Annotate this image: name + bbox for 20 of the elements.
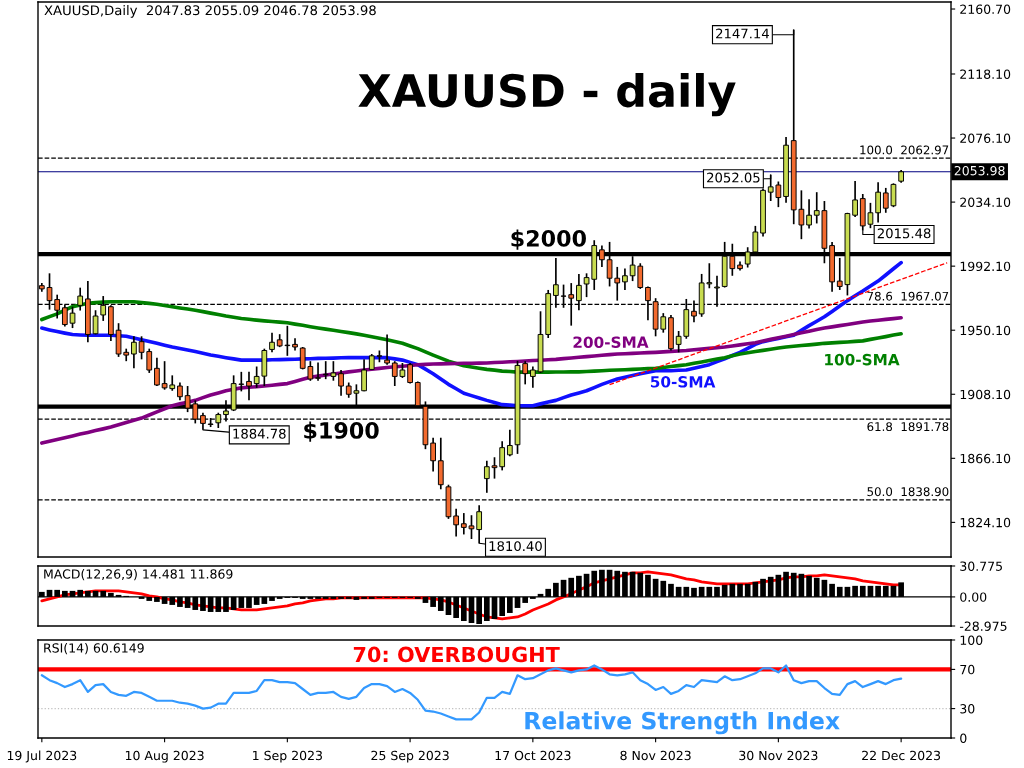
- x-tick-label: 8 Nov 2023: [620, 750, 691, 761]
- y-tick-label: 100: [960, 635, 983, 645]
- y-tick-label: 0: [960, 733, 967, 743]
- x-tick-label: 17 Oct 2023: [495, 750, 571, 761]
- y-tick-label: 30.775: [960, 561, 1002, 571]
- bar: [154, 596, 160, 602]
- chart-title: MACD(12,26,9) 14.481 11.869: [44, 569, 233, 581]
- x-tick-label: 25 Sep 2023: [371, 750, 449, 763]
- y-tick-label: -28.975: [959, 621, 1007, 631]
- annotation: Relative Strength Index: [525, 711, 840, 735]
- x-tick-label: 30 Nov 2023: [739, 750, 818, 761]
- x-tick-label: 1 Sep 2023: [253, 750, 322, 763]
- x-tick-label: 19 Jul 2023: [7, 750, 77, 763]
- y-tick-label: 30: [960, 704, 975, 714]
- y-tick-label: 70: [960, 664, 975, 675]
- annotation: 70: OVERBOUGHT: [353, 646, 560, 663]
- y-tick-label: 0.00: [960, 592, 987, 602]
- chart-title: RSI(14) 60.6149: [44, 643, 144, 655]
- x-tick-label: 22 Dec 2023: [862, 750, 941, 761]
- x-tick-label: 10 Aug 2023: [125, 750, 204, 763]
